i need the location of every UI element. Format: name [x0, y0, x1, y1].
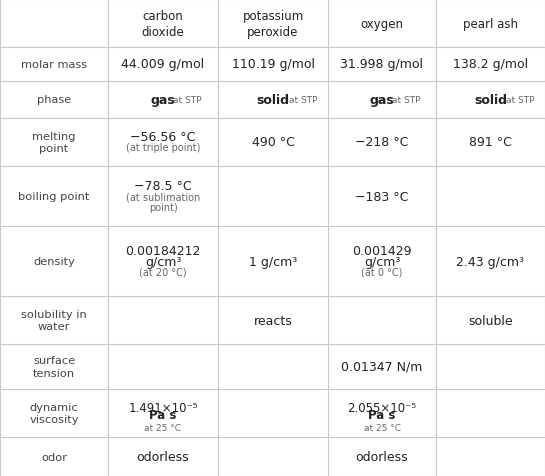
Text: phase: phase	[37, 95, 71, 105]
Text: 2.43 g/cm³: 2.43 g/cm³	[457, 255, 524, 268]
Text: g/cm³: g/cm³	[364, 255, 400, 268]
Text: pearl ash: pearl ash	[463, 18, 518, 30]
Text: boiling point: boiling point	[19, 192, 90, 202]
Text: dynamic
viscosity: dynamic viscosity	[29, 402, 78, 424]
Text: Pa s: Pa s	[368, 408, 396, 421]
Text: g/cm³: g/cm³	[145, 255, 181, 268]
Text: 1 g/cm³: 1 g/cm³	[249, 255, 297, 268]
Text: solubility in
water: solubility in water	[21, 309, 87, 332]
Text: 490 °C: 490 °C	[252, 136, 294, 149]
Text: 891 °C: 891 °C	[469, 136, 512, 149]
Text: 1.491×10⁻⁵: 1.491×10⁻⁵	[128, 401, 198, 414]
Text: −78.5 °C: −78.5 °C	[134, 180, 192, 193]
Text: (at 20 °C): (at 20 °C)	[139, 267, 187, 277]
Text: oxygen: oxygen	[360, 18, 403, 30]
Text: melting
point: melting point	[32, 131, 76, 154]
Text: reacts: reacts	[253, 314, 292, 327]
Text: at STP: at STP	[173, 96, 202, 105]
Text: 2.055×10⁻⁵: 2.055×10⁻⁵	[348, 401, 416, 414]
Text: surface
tension: surface tension	[33, 356, 75, 378]
Text: potassium
peroxide: potassium peroxide	[243, 10, 304, 39]
Text: carbon
dioxide: carbon dioxide	[142, 10, 184, 39]
Text: gas: gas	[150, 93, 175, 107]
Text: at STP: at STP	[392, 96, 421, 105]
Text: solid: solid	[257, 93, 289, 107]
Text: (at triple point): (at triple point)	[126, 143, 200, 153]
Text: 44.009 g/mol: 44.009 g/mol	[122, 59, 204, 71]
Text: odor: odor	[41, 452, 67, 462]
Text: 110.19 g/mol: 110.19 g/mol	[232, 59, 314, 71]
Text: 0.00184212: 0.00184212	[125, 245, 201, 258]
Text: soluble: soluble	[468, 314, 513, 327]
Text: −183 °C: −183 °C	[355, 190, 409, 203]
Text: odorless: odorless	[356, 450, 408, 463]
Text: (at sublimation: (at sublimation	[126, 192, 200, 202]
Text: density: density	[33, 257, 75, 267]
Text: 0.001429: 0.001429	[352, 245, 412, 258]
Text: at 25 °C: at 25 °C	[364, 423, 401, 432]
Text: 31.998 g/mol: 31.998 g/mol	[341, 59, 423, 71]
Text: at STP: at STP	[506, 96, 535, 105]
Text: gas: gas	[370, 93, 395, 107]
Text: 0.01347 N/m: 0.01347 N/m	[341, 360, 423, 373]
Text: (at 0 °C): (at 0 °C)	[361, 267, 403, 277]
Text: solid: solid	[474, 93, 507, 107]
Text: −218 °C: −218 °C	[355, 136, 409, 149]
Text: point): point)	[149, 202, 177, 212]
Text: at 25 °C: at 25 °C	[144, 423, 181, 432]
Text: molar mass: molar mass	[21, 60, 87, 70]
Text: Pa s: Pa s	[149, 408, 177, 421]
Text: odorless: odorless	[137, 450, 189, 463]
Text: 138.2 g/mol: 138.2 g/mol	[453, 59, 528, 71]
Text: −56.56 °C: −56.56 °C	[130, 131, 196, 144]
Text: at STP: at STP	[289, 96, 318, 105]
